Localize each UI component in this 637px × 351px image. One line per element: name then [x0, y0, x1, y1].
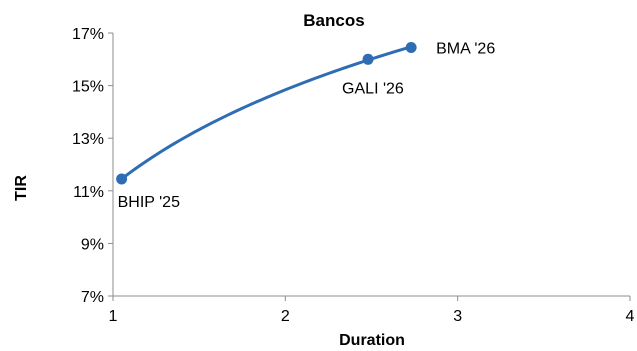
x-axis-title: Duration [339, 332, 405, 349]
data-point-labels: BHIP '25 GALI '26 BMA '26 [118, 40, 496, 211]
y-tick-label: 7% [81, 289, 104, 306]
data-point-label: BHIP '25 [118, 194, 180, 211]
data-point [116, 173, 128, 185]
y-axis-tick-labels: 7% 9% 11% 13% 15% 17% [72, 26, 104, 306]
y-tick-label: 11% [73, 184, 104, 201]
y-tick-label: 9% [81, 236, 104, 253]
y-tick-label: 13% [72, 131, 104, 148]
data-point [405, 41, 417, 53]
trendline-path [120, 45, 413, 181]
x-tick-label: 1 [109, 308, 118, 325]
axes [108, 32, 631, 301]
chart-title: Bancos [303, 11, 364, 30]
trendline [120, 45, 413, 181]
y-tick-label: 17% [72, 26, 104, 43]
data-point-label: GALI '26 [342, 80, 404, 97]
x-tick-label: 2 [281, 308, 290, 325]
x-tick-label: 4 [626, 308, 635, 325]
y-tick-label: 15% [72, 79, 104, 96]
x-tick-label: 3 [453, 308, 462, 325]
data-point-label: BMA '26 [436, 40, 495, 57]
data-point [362, 53, 374, 65]
x-axis-tick-labels: 1 2 3 4 [109, 308, 635, 325]
y-axis-title: TIR [13, 175, 30, 201]
data-points [116, 41, 417, 185]
